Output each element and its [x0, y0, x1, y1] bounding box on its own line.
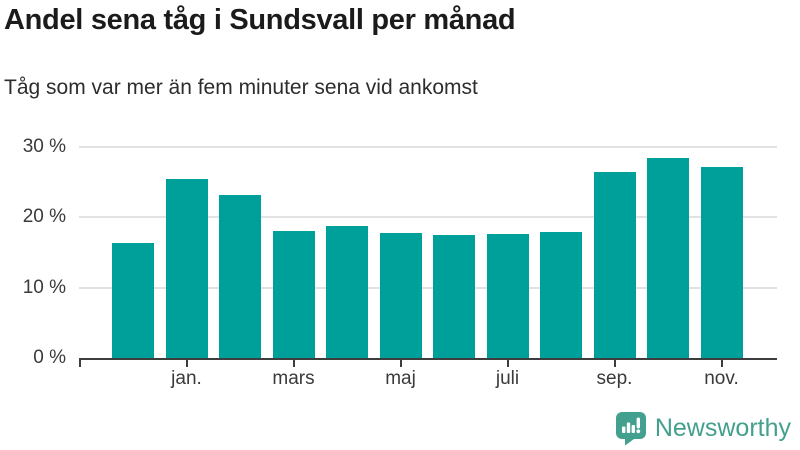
gridline-30	[79, 146, 777, 148]
bar-month-6	[433, 234, 475, 358]
bar-month-5	[379, 232, 422, 358]
chart-title: Andel sena tåg i Sundsvall per månad	[4, 4, 516, 36]
bar-month-10	[647, 158, 689, 358]
brand-footer: Newsworthy	[615, 411, 791, 446]
y-label-10: 10 %	[22, 276, 66, 298]
x-tick-mars	[292, 360, 295, 367]
x-tick-nov	[720, 360, 723, 367]
y-label-30: 30 %	[22, 136, 66, 157]
bar-month-0	[112, 243, 154, 358]
x-label-mars: mars	[272, 368, 315, 389]
bar-chart-plot: jan. mars maj juli sep. nov.	[79, 140, 777, 389]
y-label-20: 20 %	[22, 206, 66, 228]
newsworthy-logo-icon	[615, 412, 646, 446]
x-tick-jan	[185, 360, 188, 367]
gridline-20	[79, 216, 777, 219]
gridline-10	[79, 286, 777, 289]
y-label-0: 0 %	[33, 347, 66, 368]
x-label-jan: jan.	[171, 368, 202, 389]
x-label-nov: nov.	[704, 368, 739, 389]
brand-name: Newsworthy	[654, 414, 791, 442]
bar-month-4	[326, 226, 368, 358]
bar-month-7	[486, 234, 529, 358]
x-label-juli: juli	[495, 368, 520, 389]
x-tick-juli	[506, 360, 509, 367]
bar-month-3	[272, 230, 315, 358]
x-label-maj: maj	[385, 368, 416, 389]
x-label-sep: sep.	[596, 368, 633, 389]
bar-month-11	[700, 166, 743, 358]
x-tick-sep	[613, 360, 616, 367]
bar-month-9	[593, 171, 636, 358]
x-axis-line	[79, 358, 777, 360]
bar-month-2	[219, 194, 261, 358]
x-tick-maj	[399, 360, 402, 367]
chart-subtitle: Tåg som var mer än fem minuter sena vid …	[4, 76, 478, 99]
x-axis-start-tick	[79, 358, 81, 367]
bar-month-1	[165, 178, 208, 358]
bar-month-8	[540, 232, 582, 358]
